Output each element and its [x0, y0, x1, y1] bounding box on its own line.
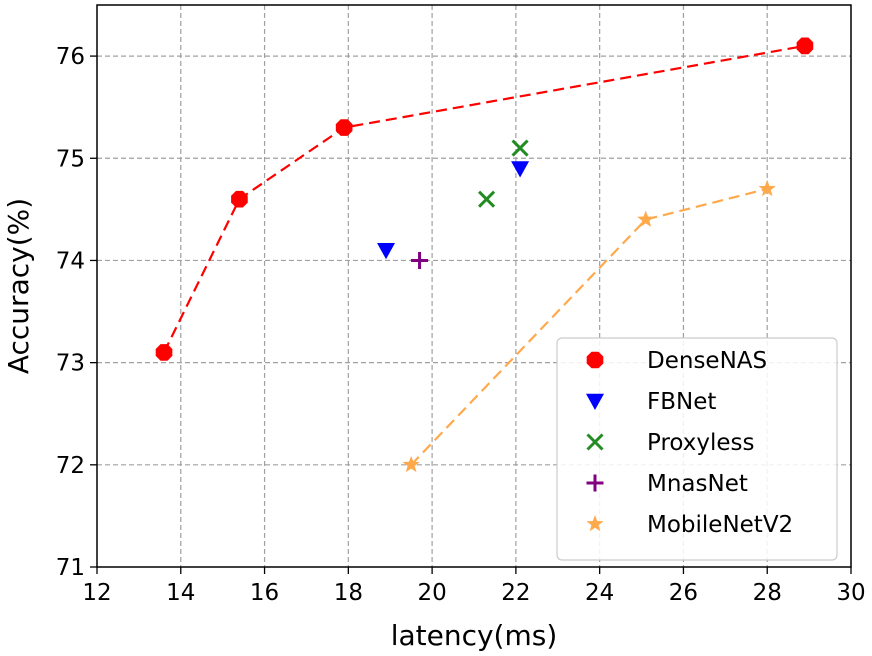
data-point-mobilenetv2 [637, 210, 655, 227]
series-mnasnet [411, 251, 429, 269]
x-tick-label: 18 [334, 580, 363, 606]
legend-label-proxyless: Proxyless [647, 430, 755, 456]
legend-label-mnasnet: MnasNet [647, 471, 748, 497]
series-fbnet [377, 161, 530, 260]
series-layer [155, 37, 814, 473]
legend-marker-mnasnet [586, 474, 604, 492]
series-densenas [155, 37, 814, 361]
x-tick-label: 24 [585, 580, 614, 606]
legend-frame [556, 337, 838, 561]
y-tick-label: 71 [56, 555, 85, 581]
data-point-mobilenetv2 [758, 179, 776, 197]
x-tick-label: 28 [753, 580, 782, 606]
x-tick-label: 26 [669, 580, 698, 606]
x-tick-label: 30 [836, 580, 865, 606]
data-point-mobilenetv2 [402, 455, 420, 473]
y-tick-label: 75 [56, 146, 85, 172]
legend-item-fbnet: FBNet [586, 389, 716, 415]
tick-layer: 12 14 16 18 20 22 24 26 28 30 71 72 73 74 75 76 [56, 44, 866, 606]
legend: DenseNAS FBNet Proxyless MnasNet MobileNetV2 [556, 337, 838, 561]
data-point-densenas [335, 119, 353, 136]
legend-item-mnasnet: MnasNet [586, 471, 748, 497]
legend-label-mobilenetv2: MobileNetV2 [647, 512, 793, 538]
legend-marker-densenas [586, 351, 604, 369]
x-tick-label: 14 [166, 580, 195, 606]
legend-marker-mobilenetv2 [586, 515, 604, 532]
x-axis-label: latency(ms) [391, 619, 558, 652]
series-proxyless [478, 139, 529, 208]
legend-marker-fbnet [586, 393, 604, 410]
data-point-fbnet [511, 161, 530, 178]
x-tick-label: 20 [417, 580, 446, 606]
legend-item-proxyless: Proxyless [586, 430, 755, 456]
y-axis-label: Accuracy(%) [2, 198, 35, 374]
legend-marker-proxyless [586, 433, 604, 451]
legend-label-fbnet: FBNet [647, 389, 716, 415]
y-tick-label: 72 [56, 453, 85, 479]
x-tick-label: 22 [501, 580, 530, 606]
series-line-densenas [163, 44, 806, 353]
legend-label-densenas: DenseNAS [647, 348, 767, 374]
y-tick-label: 73 [56, 351, 85, 377]
series-mobilenetv2 [402, 179, 776, 473]
x-tick-label: 16 [250, 580, 279, 606]
data-point-densenas [155, 344, 173, 361]
data-point-mnasnet [411, 251, 429, 269]
y-tick-label: 74 [56, 248, 85, 274]
data-point-densenas [231, 190, 248, 208]
data-point-fbnet [377, 243, 396, 260]
data-point-proxyless [478, 190, 496, 208]
data-point-densenas [796, 37, 814, 55]
legend-item-mobilenetv2: MobileNetV2 [586, 512, 793, 538]
y-tick-label: 76 [56, 44, 85, 70]
plot-frame [96, 4, 852, 568]
legend-item-densenas: DenseNAS [586, 348, 767, 374]
x-tick-label: 12 [82, 580, 111, 606]
data-point-proxyless [511, 139, 529, 157]
